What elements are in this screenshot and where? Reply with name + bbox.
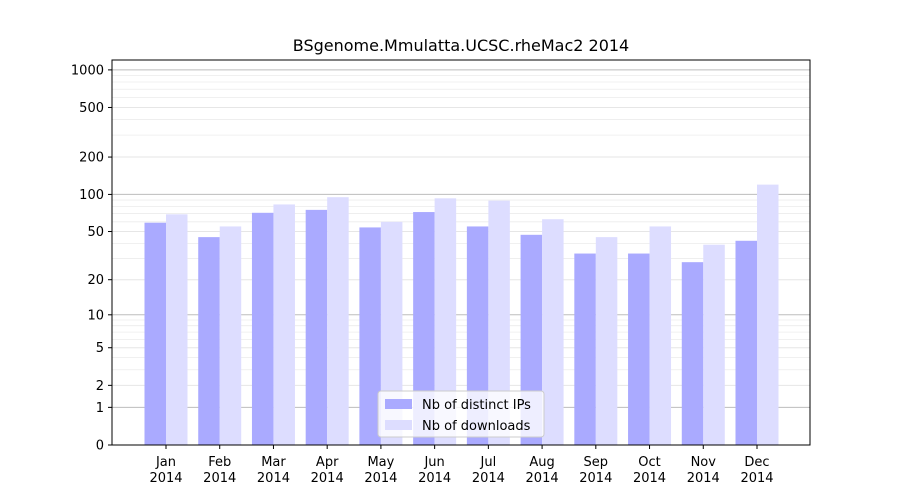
y-tick-label: 200	[79, 151, 104, 166]
legend-swatch	[385, 399, 412, 409]
y-tick-label: 5	[96, 341, 104, 356]
x-tick-label-month: Nov	[691, 455, 717, 470]
x-tick-label-year: 2014	[687, 471, 720, 486]
legend-label: Nb of downloads	[422, 419, 531, 434]
bar-distinct-ips	[198, 237, 220, 445]
x-tick-label-year: 2014	[203, 471, 236, 486]
bar-downloads	[273, 204, 295, 445]
bar-downloads	[434, 198, 457, 445]
bar-downloads	[595, 237, 618, 445]
chart-title: BSgenome.Mmulatta.UCSC.rheMac2 2014	[293, 36, 629, 55]
x-tick-label-month: Jan	[155, 455, 176, 470]
bar-distinct-ips	[305, 209, 328, 445]
bar-distinct-ips	[413, 212, 435, 445]
bar-downloads	[757, 184, 779, 445]
x-tick-label-month: Apr	[316, 455, 339, 470]
bar-downloads	[542, 219, 564, 445]
x-tick-label-month: Jul	[480, 455, 497, 470]
axes-layer	[111, 59, 811, 446]
y-tick-label: 20	[87, 273, 104, 288]
x-tick-label-year: 2014	[526, 471, 559, 486]
x-tick-label-month: Jun	[423, 455, 444, 470]
x-tick-label-year: 2014	[579, 471, 612, 486]
bar-downloads	[219, 226, 242, 445]
bar-downloads	[380, 221, 403, 445]
x-tick-label-month: Aug	[529, 455, 554, 470]
bar-downloads	[703, 244, 725, 445]
legend: Nb of distinct IPs Nb of downloads	[377, 390, 545, 438]
x-tick-label-month: Feb	[208, 455, 231, 470]
bar-downloads	[488, 200, 510, 445]
bar-distinct-ips	[735, 240, 757, 445]
y-tick-label: 0	[96, 439, 104, 454]
bar-distinct-ips	[466, 226, 489, 445]
bar-distinct-ips	[144, 222, 166, 445]
bar-distinct-ips	[681, 262, 704, 445]
x-tick-label-year: 2014	[633, 471, 666, 486]
plot-frame	[111, 59, 811, 446]
y-tick-label: 1000	[71, 63, 104, 78]
y-tick-label: 10	[87, 308, 104, 323]
x-tick-label-month: Mar	[261, 455, 286, 470]
x-tick-label-year: 2014	[149, 471, 182, 486]
bar-distinct-ips	[628, 253, 650, 445]
x-tick-label-year: 2014	[364, 471, 397, 486]
x-tick-label-year: 2014	[257, 471, 290, 486]
bar-distinct-ips	[574, 253, 596, 445]
y-tick-label: 50	[87, 225, 104, 240]
legend-box	[377, 390, 545, 438]
x-tick-label-year: 2014	[472, 471, 505, 486]
bar-distinct-ips	[251, 212, 274, 445]
legend-swatch	[385, 420, 412, 430]
y-tick-label: 500	[79, 101, 104, 116]
bar-downloads	[166, 214, 188, 445]
x-tick-label-month: Oct	[638, 455, 660, 470]
ticks-layer: Jan2014Feb2014Mar2014Apr2014May2014Jun20…	[71, 63, 774, 486]
bar-distinct-ips	[359, 227, 381, 445]
x-tick-label-year: 2014	[311, 471, 344, 486]
legend-label: Nb of distinct IPs	[422, 398, 531, 413]
bar-downloads	[649, 226, 672, 445]
y-tick-label: 100	[79, 188, 104, 203]
y-tick-label: 2	[96, 379, 104, 394]
bar-downloads	[327, 197, 349, 445]
x-tick-label-year: 2014	[740, 471, 773, 486]
bars-layer	[144, 184, 779, 445]
x-tick-label-year: 2014	[418, 471, 451, 486]
x-tick-label-month: May	[367, 455, 394, 470]
x-tick-label-month: Dec	[744, 455, 769, 470]
y-tick-label: 1	[96, 401, 104, 416]
x-tick-label-month: Sep	[584, 455, 609, 470]
